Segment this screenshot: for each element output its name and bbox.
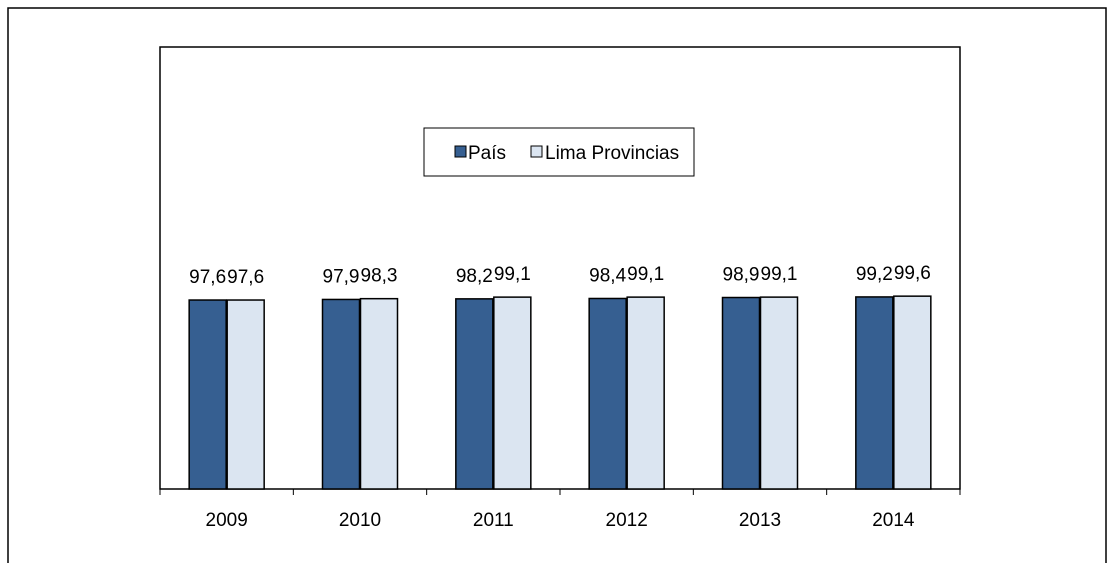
value-label: 97,6 (227, 267, 264, 288)
bars (188, 295, 932, 490)
value-label: 99,6 (894, 263, 931, 284)
x-tick-label: 2013 (739, 510, 781, 531)
value-label: 99,1 (761, 264, 798, 285)
value-label: 98,3 (361, 266, 398, 287)
bar-pais-2012 (588, 297, 627, 490)
value-label: 98,9 (723, 265, 760, 286)
bar-lima-provincias-2014 (893, 295, 932, 490)
bar-lima-provincias-2010 (359, 297, 399, 490)
bar-lima-provincias-2012 (626, 296, 665, 490)
bar-pais-2014 (855, 296, 894, 490)
bar-lima-provincias-2009 (226, 299, 265, 490)
value-label: 99,2 (856, 264, 893, 285)
x-tick-label: 2012 (606, 510, 648, 531)
value-label: 99,1 (627, 264, 664, 285)
x-tick-label: 2010 (339, 510, 381, 531)
x-tick-labels: 2009 2010 2011 2012 2013 2014 (206, 510, 915, 531)
value-label: 98,4 (589, 265, 626, 286)
plot-area (159, 46, 961, 490)
bar-pais-2009 (188, 299, 227, 490)
legend-label-pais: País (468, 143, 506, 164)
legend-box (423, 127, 695, 177)
legend-swatch-lima-provincias (530, 145, 543, 158)
x-tick-label: 2014 (872, 510, 915, 531)
x-axis-ticks (159, 489, 961, 495)
legend-label-lima-provincias: Lima Provincias (545, 143, 679, 164)
bar-lima-provincias-2011 (493, 296, 532, 490)
outer-frame (7, 7, 1107, 563)
value-label: 99,1 (494, 264, 531, 285)
x-tick-label: 2011 (473, 510, 514, 531)
legend: País Lima Provincias (423, 127, 695, 177)
legend-swatch-pais (454, 145, 467, 158)
value-labels: 97,6 97,6 97,9 98,3 98,2 99,1 98,4 99,1 98,9 99,1… (189, 263, 931, 288)
x-tick-label: 2009 (206, 510, 248, 531)
bar-pais-2011 (455, 298, 494, 490)
value-label: 97,9 (323, 266, 360, 287)
bar-lima-provincias-2013 (759, 296, 799, 490)
value-label: 97,6 (189, 267, 226, 288)
bar-pais-2010 (321, 298, 361, 490)
value-label: 98,2 (456, 266, 493, 287)
bar-pais-2013 (721, 296, 761, 490)
